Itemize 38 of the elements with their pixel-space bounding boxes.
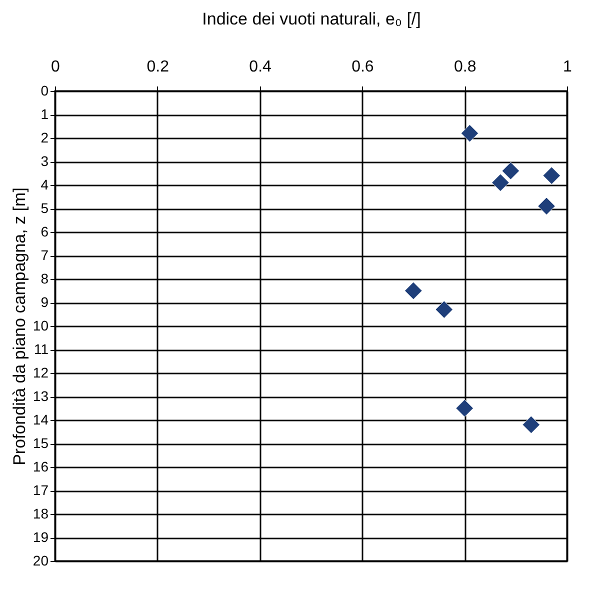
point xyxy=(492,174,510,192)
y-tick-label: 15 xyxy=(32,435,49,451)
y-tick-label: 12 xyxy=(32,364,49,380)
y-tick-label: 6 xyxy=(40,224,49,240)
x-tick-label: 0.2 xyxy=(146,58,170,76)
y-tick-label: 0 xyxy=(40,82,49,98)
point xyxy=(502,162,520,180)
point xyxy=(522,416,540,434)
x-tick-label: 0.8 xyxy=(454,58,476,76)
x-tick-label: 0 xyxy=(51,58,60,76)
y-tick-label: 3 xyxy=(40,153,49,169)
point xyxy=(542,166,561,185)
y-tick-label: 11 xyxy=(34,341,49,357)
y-tick-label: 2 xyxy=(40,130,49,146)
y-tick-label: 17 xyxy=(32,482,49,498)
y-axis-title: Profondità da piano campagna, z [m] xyxy=(10,188,29,466)
y-tick-label: 5 xyxy=(40,200,49,216)
x-tick-label: 0.4 xyxy=(249,58,272,76)
x-axis-title: Indice dei vuoti naturali, e₀ [/] xyxy=(202,10,421,28)
y-tick-label: 20 xyxy=(32,552,49,568)
y-tick-label: 18 xyxy=(32,506,49,522)
point xyxy=(456,399,474,418)
y-tick-label: 10 xyxy=(32,318,49,334)
y-tick-label: 1 xyxy=(40,106,49,122)
point xyxy=(435,300,454,318)
y-tick-label: 14 xyxy=(32,412,49,428)
point xyxy=(538,197,556,216)
y-tick-label: 7 xyxy=(40,247,49,263)
y-tick-label: 16 xyxy=(32,458,49,474)
y-tick-label: 9 xyxy=(40,294,49,310)
y-tick-label: 8 xyxy=(40,270,49,286)
x-tick-label: 1 xyxy=(563,58,572,76)
y-tick-label: 19 xyxy=(32,529,49,545)
x-tick-label: 0.6 xyxy=(352,58,374,76)
point xyxy=(404,282,422,300)
y-tick-label: 4 xyxy=(40,176,49,192)
point xyxy=(460,124,479,142)
y-tick-label: 13 xyxy=(32,388,49,404)
